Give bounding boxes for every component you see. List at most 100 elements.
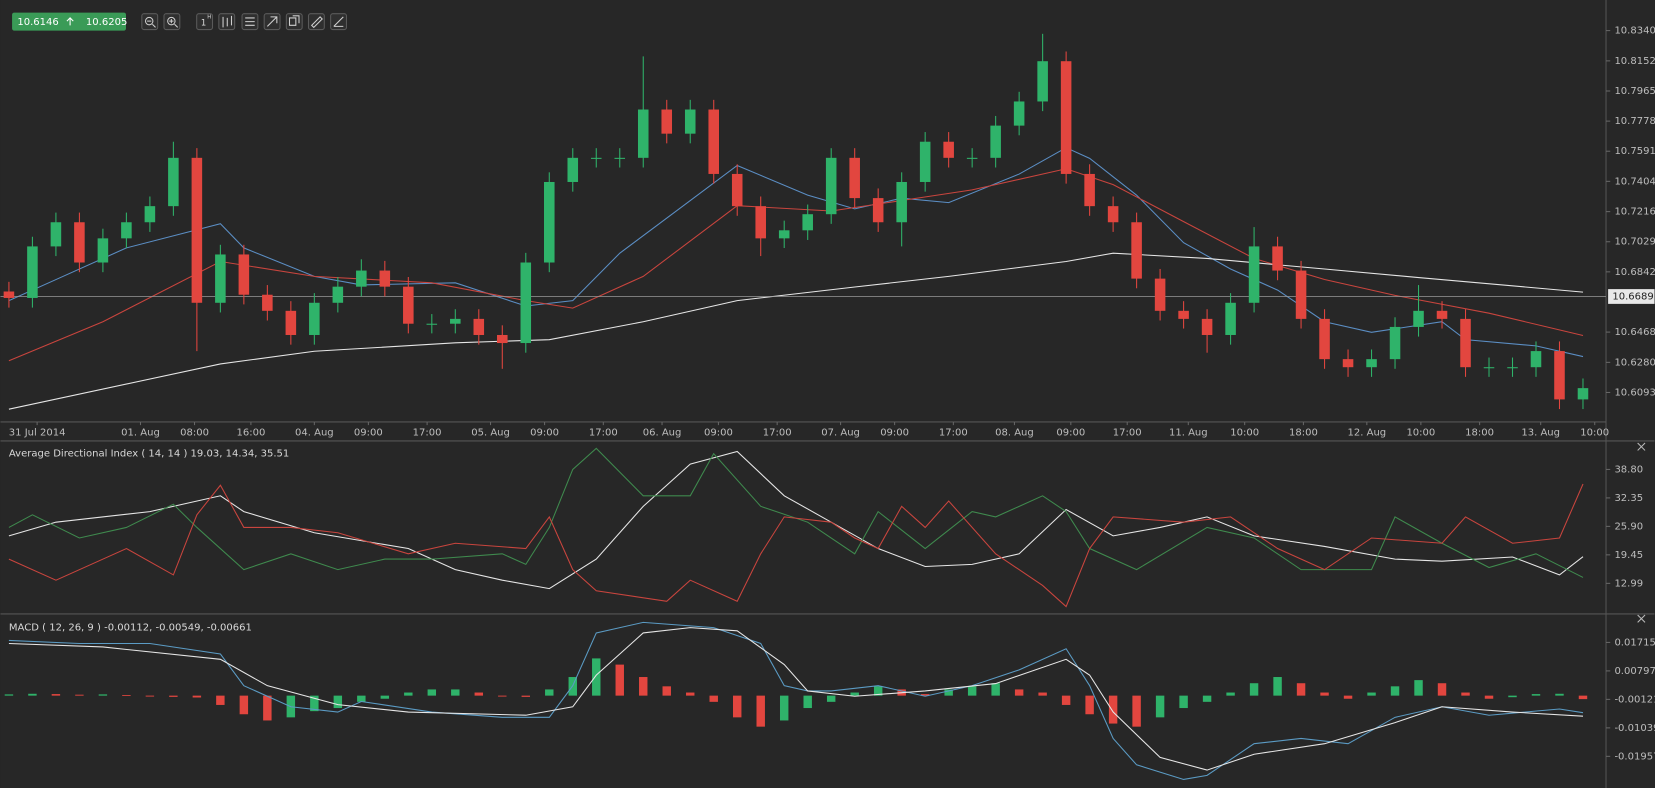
candle-body bbox=[684, 109, 696, 134]
x-tick-label: 18:00 bbox=[1289, 428, 1318, 439]
candle-body bbox=[731, 173, 743, 207]
y-tick-label: 10.6093 bbox=[1614, 387, 1655, 398]
histogram-bar bbox=[662, 686, 671, 696]
indicators-button[interactable] bbox=[241, 13, 259, 31]
candle-body bbox=[1248, 246, 1260, 303]
histogram-bar bbox=[850, 692, 859, 696]
histogram-bar bbox=[122, 695, 131, 696]
indicator-line bbox=[8, 447, 1584, 578]
zoom-in-button[interactable] bbox=[163, 13, 181, 31]
x-tick-label: 17:00 bbox=[763, 428, 792, 439]
candle-body bbox=[590, 157, 602, 159]
candle-body bbox=[614, 157, 626, 159]
x-tick-label: 16:00 bbox=[236, 428, 265, 439]
drawing-button[interactable] bbox=[263, 13, 281, 31]
histogram-bar bbox=[169, 695, 178, 697]
candle-body bbox=[1413, 310, 1424, 327]
candle-body bbox=[1013, 101, 1025, 126]
histogram-bar bbox=[1108, 695, 1118, 724]
chart-type-button[interactable] bbox=[218, 13, 236, 31]
candle-body bbox=[1554, 351, 1565, 400]
histogram-bar bbox=[686, 692, 695, 696]
candle-body bbox=[426, 323, 438, 325]
histogram-bar bbox=[756, 695, 765, 727]
histogram-bar bbox=[1555, 693, 1564, 696]
current-price-badge bbox=[1608, 289, 1655, 304]
y-tick-label: 10.6842 bbox=[1614, 267, 1655, 278]
candle-body bbox=[1178, 310, 1189, 319]
histogram-bar bbox=[826, 695, 836, 702]
bid-price: 10.6146 bbox=[17, 17, 58, 28]
moving-average-line bbox=[8, 252, 1584, 410]
candle-body bbox=[1037, 61, 1048, 102]
x-tick-label: 09:00 bbox=[880, 428, 909, 439]
histogram-bar bbox=[1367, 692, 1376, 696]
close-panel-button[interactable] bbox=[1637, 442, 1646, 451]
x-tick-label: 13. Aug bbox=[1521, 428, 1560, 439]
edit-button[interactable] bbox=[307, 13, 325, 31]
macd-line bbox=[8, 621, 1584, 780]
histogram-bar bbox=[263, 695, 272, 721]
candle-body bbox=[755, 206, 766, 239]
x-tick-label: 01. Aug bbox=[121, 428, 160, 439]
histogram-bar bbox=[920, 694, 930, 696]
y-tick-label: 0.01715 bbox=[1614, 637, 1655, 648]
y-tick-label: 19.45 bbox=[1614, 550, 1643, 561]
histogram-bar bbox=[1155, 695, 1165, 718]
histogram-bar bbox=[991, 683, 1000, 696]
histogram-bar bbox=[427, 689, 437, 696]
y-tick-label: 10.6280 bbox=[1614, 357, 1655, 368]
histogram-bar bbox=[28, 693, 37, 696]
moving-average-line bbox=[8, 168, 1584, 362]
candle-body bbox=[3, 291, 15, 298]
zoom-out-button[interactable] bbox=[141, 13, 159, 31]
y-tick-label: 0.00797 bbox=[1614, 666, 1655, 677]
candle-body bbox=[121, 222, 132, 239]
close-panel-button[interactable] bbox=[1637, 614, 1646, 623]
x-tick-label: 10:00 bbox=[1406, 428, 1435, 439]
settings-button[interactable] bbox=[330, 13, 347, 31]
histogram-bar bbox=[1531, 694, 1541, 696]
x-tick-label: 04. Aug bbox=[295, 428, 334, 439]
histogram-bar bbox=[1484, 695, 1494, 699]
x-tick-label: 09:00 bbox=[354, 428, 383, 439]
candle-body bbox=[1319, 318, 1330, 360]
candle-body bbox=[802, 214, 813, 231]
x-tick-label: 05. Aug bbox=[471, 428, 510, 439]
histogram-bar bbox=[498, 695, 507, 697]
x-tick-label: 17:00 bbox=[939, 428, 968, 439]
candle-body bbox=[896, 181, 907, 223]
histogram-bar bbox=[216, 695, 225, 705]
candle-body bbox=[1436, 310, 1448, 319]
candle-body bbox=[74, 222, 85, 263]
histogram-bar bbox=[709, 695, 718, 702]
copy-button[interactable] bbox=[285, 13, 303, 31]
x-tick-label: 10:00 bbox=[1230, 428, 1259, 439]
candle-body bbox=[849, 157, 860, 199]
candle-body bbox=[637, 109, 649, 158]
candle-body bbox=[285, 310, 297, 335]
candle-body bbox=[309, 302, 320, 335]
candle-body bbox=[1154, 278, 1166, 311]
candle-body bbox=[1107, 206, 1119, 223]
x-tick-label: 11. Aug bbox=[1169, 428, 1208, 439]
candle-body bbox=[97, 238, 109, 263]
y-tick-label: 10.8340 bbox=[1614, 26, 1655, 37]
candle-body bbox=[543, 181, 555, 263]
x-tick-label: 18:00 bbox=[1465, 428, 1494, 439]
candle-body bbox=[1201, 318, 1213, 335]
histogram-bar bbox=[944, 689, 953, 696]
candle-body bbox=[1483, 367, 1495, 369]
candle-body bbox=[661, 109, 673, 134]
histogram-bar bbox=[98, 694, 108, 696]
y-tick-label: 32.35 bbox=[1614, 493, 1643, 504]
histogram-bar bbox=[615, 664, 624, 696]
histogram-bar bbox=[4, 694, 14, 696]
ask-price: 10.6205 bbox=[86, 17, 127, 28]
interval-button[interactable]: 1 H bbox=[196, 13, 214, 31]
indicator-title: Average Directional Index ( 14, 14 ) 19.… bbox=[9, 449, 289, 460]
candle-body bbox=[1507, 367, 1518, 369]
histogram-bar bbox=[873, 686, 883, 696]
candle-body bbox=[1272, 246, 1283, 271]
